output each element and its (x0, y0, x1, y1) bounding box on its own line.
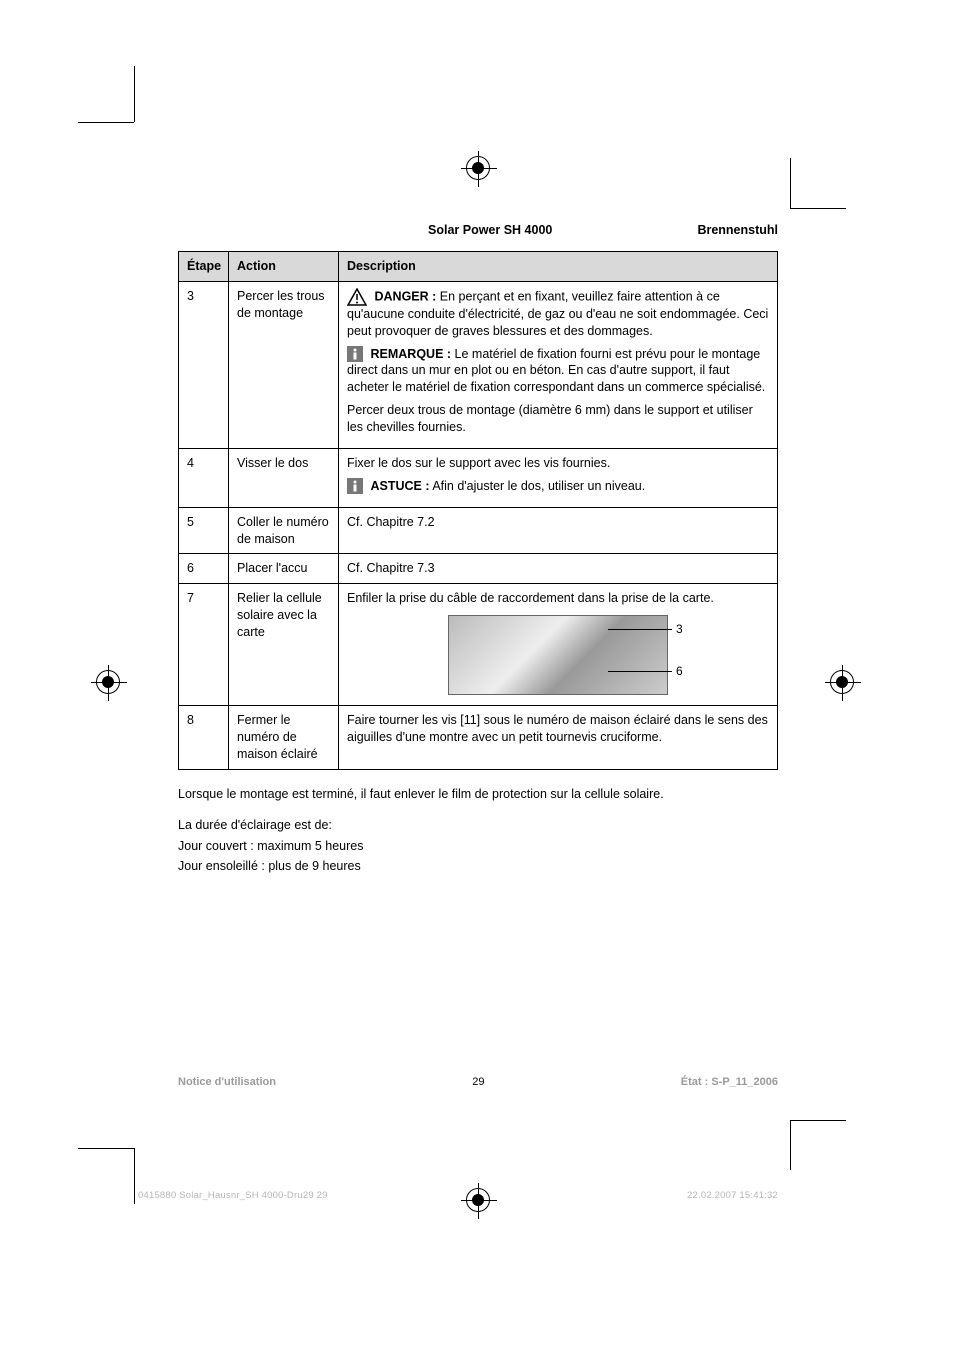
page-content: Solar Power SH 4000 Brennenstuhl Étape A… (178, 222, 778, 879)
remark-label: REMARQUE : (370, 347, 451, 361)
tip-text: Afin d'ajuster le dos, utiliser un nivea… (432, 479, 645, 493)
step-cell: 8 (179, 706, 229, 770)
callout-label-3: 3 (676, 621, 683, 637)
table-row: 4 Visser le dos Fixer le dos sur le supp… (179, 448, 778, 507)
brand-name: Brennenstuhl (697, 222, 778, 239)
print-right: 22.02.2007 15:41:32 (687, 1190, 778, 1201)
step-cell: 7 (179, 584, 229, 706)
print-left: 0415880 Solar_Hausnr_SH 4000-Dru29 29 (138, 1190, 328, 1201)
after-table-text: Lorsque le montage est terminé, il faut … (178, 786, 778, 876)
info-icon (347, 346, 363, 362)
description-cell: DANGER : En perçant et en fixant, veuill… (339, 281, 778, 448)
print-metadata: 0415880 Solar_Hausnr_SH 4000-Dru29 29 22… (138, 1190, 778, 1201)
crop-mark (790, 1120, 846, 1121)
footer-left: Notice d'utilisation (178, 1076, 276, 1088)
registration-mark-icon (830, 670, 854, 694)
product-title: Solar Power SH 4000 (428, 222, 552, 239)
desc-text: Enfiler la prise du câble de raccordemen… (347, 590, 769, 607)
action-cell: Visser le dos (229, 448, 339, 507)
description-cell: Faire tourner les vis [11] sous le numér… (339, 706, 778, 770)
table-header-row: Étape Action Description (179, 251, 778, 281)
table-row: 3 Percer les trous de montage DANGER : E… (179, 281, 778, 448)
table-row: 8 Fermer le numéro de maison éclairé Fai… (179, 706, 778, 770)
page-footer: Notice d'utilisation 29 État : S-P_11_20… (178, 1076, 778, 1088)
step-cell: 4 (179, 448, 229, 507)
page-header: Solar Power SH 4000 Brennenstuhl (178, 222, 778, 239)
desc-text: Fixer le dos sur le support avec les vis… (347, 455, 769, 472)
table-row: 6 Placer l'accu Cf. Chapitre 7.3 (179, 554, 778, 584)
col-header-step: Étape (179, 251, 229, 281)
registration-mark-icon (466, 156, 490, 180)
callout-line (608, 629, 672, 630)
action-cell: Coller le numéro de maison (229, 507, 339, 554)
danger-label: DANGER : (374, 289, 436, 303)
description-cell: Cf. Chapitre 7.3 (339, 554, 778, 584)
description-cell: Fixer le dos sur le support avec les vis… (339, 448, 778, 507)
crop-mark (790, 158, 791, 208)
table-row: 7 Relier la cellule solaire avec la cart… (179, 584, 778, 706)
step-cell: 3 (179, 281, 229, 448)
after-line-4: Jour ensoleillé : plus de 9 heures (178, 858, 778, 875)
extra-text: Percer deux trous de montage (diamètre 6… (347, 402, 769, 436)
crop-mark (78, 1148, 134, 1149)
col-header-description: Description (339, 251, 778, 281)
table-row: 5 Coller le numéro de maison Cf. Chapitr… (179, 507, 778, 554)
action-cell: Placer l'accu (229, 554, 339, 584)
after-line-3: Jour couvert : maximum 5 heures (178, 838, 778, 855)
action-cell: Fermer le numéro de maison éclairé (229, 706, 339, 770)
crop-mark (134, 1148, 135, 1204)
callout-line (608, 671, 672, 672)
description-cell: Cf. Chapitre 7.2 (339, 507, 778, 554)
after-line-1: Lorsque le montage est terminé, il faut … (178, 786, 778, 803)
info-icon (347, 478, 363, 494)
description-cell: Enfiler la prise du câble de raccordemen… (339, 584, 778, 706)
steps-table: Étape Action Description 3 Percer les tr… (178, 251, 778, 770)
step-cell: 5 (179, 507, 229, 554)
product-image (448, 615, 668, 695)
action-cell: Percer les trous de montage (229, 281, 339, 448)
after-line-2: La durée d'éclairage est de: (178, 817, 778, 834)
step-cell: 6 (179, 554, 229, 584)
callout-label-6: 6 (676, 663, 683, 679)
warning-icon (347, 288, 367, 306)
registration-mark-icon (96, 670, 120, 694)
footer-right: État : S-P_11_2006 (681, 1076, 778, 1088)
tip-label: ASTUCE : (370, 479, 429, 493)
crop-mark (78, 122, 134, 123)
crop-mark (790, 1120, 791, 1170)
crop-mark (134, 66, 135, 122)
col-header-action: Action (229, 251, 339, 281)
crop-mark (790, 208, 846, 209)
action-cell: Relier la cellule solaire avec la carte (229, 584, 339, 706)
page-number: 29 (472, 1076, 484, 1088)
